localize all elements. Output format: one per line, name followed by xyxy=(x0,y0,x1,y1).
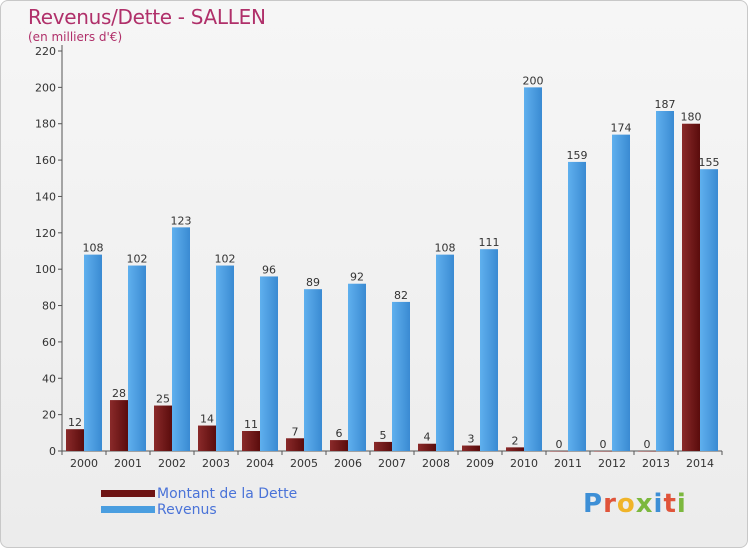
x-tick-label: 2005 xyxy=(290,457,318,470)
y-tick-label: 200 xyxy=(35,81,56,94)
x-tick-label: 2007 xyxy=(378,457,406,470)
data-label-dette: 180 xyxy=(681,111,702,124)
bar-revenus xyxy=(304,289,322,451)
data-label-dette: 14 xyxy=(200,413,214,426)
data-label-revenus: 108 xyxy=(83,242,104,255)
y-tick-label: 0 xyxy=(49,445,56,458)
data-label-revenus: 82 xyxy=(394,289,408,302)
chart-subtitle: (en milliers d'€) xyxy=(28,30,123,44)
x-tick-label: 2013 xyxy=(642,457,670,470)
data-label-revenus: 123 xyxy=(171,214,192,227)
chart-title: Revenus/Dette - SALLEN xyxy=(28,5,266,29)
data-label-dette: 0 xyxy=(644,438,651,451)
data-label-revenus: 96 xyxy=(262,263,276,276)
x-tick-label: 2014 xyxy=(686,457,714,470)
legend-label-revenus: Revenus xyxy=(157,502,217,518)
bar-revenus xyxy=(84,254,102,451)
data-label-dette: 6 xyxy=(336,427,343,440)
x-tick-label: 2009 xyxy=(466,457,494,470)
data-label-revenus: 92 xyxy=(350,271,364,284)
bar-dette xyxy=(418,443,436,451)
y-tick-label: 20 xyxy=(42,409,56,422)
bar-dette xyxy=(506,447,524,451)
data-label-revenus: 174 xyxy=(611,122,632,135)
bar-dette xyxy=(286,438,304,451)
data-label-revenus: 102 xyxy=(215,253,236,266)
y-tick-label: 180 xyxy=(35,118,56,131)
bar-revenus xyxy=(524,87,542,451)
data-label-dette: 28 xyxy=(112,387,126,400)
y-tick-label: 100 xyxy=(35,263,56,276)
data-label-dette: 12 xyxy=(68,416,82,429)
data-label-dette: 11 xyxy=(244,418,258,431)
bar-revenus xyxy=(700,169,718,451)
x-tick-label: 2012 xyxy=(598,457,626,470)
data-label-dette: 7 xyxy=(292,425,299,438)
bar-dette xyxy=(682,123,700,452)
bar-revenus xyxy=(436,254,454,451)
legend-swatch-dette xyxy=(101,490,155,497)
bar-dette xyxy=(550,451,568,452)
y-tick-label: 60 xyxy=(42,336,56,349)
data-label-revenus: 102 xyxy=(127,253,148,266)
x-tick-label: 2010 xyxy=(510,457,538,470)
proxiti-logo: Proxiti xyxy=(583,489,687,519)
y-tick-label: 80 xyxy=(42,300,56,313)
x-tick-label: 2004 xyxy=(246,457,274,470)
y-tick-label: 220 xyxy=(35,45,56,58)
x-tick-label: 2000 xyxy=(70,457,98,470)
data-label-revenus: 108 xyxy=(435,242,456,255)
bar-dette xyxy=(638,451,656,452)
bar-dette xyxy=(462,445,480,451)
bar-revenus xyxy=(216,265,234,451)
bar-dette xyxy=(374,441,392,451)
x-tick-label: 2002 xyxy=(158,457,186,470)
data-label-dette: 3 xyxy=(468,433,475,446)
data-label-revenus: 155 xyxy=(699,156,720,169)
y-tick-label: 120 xyxy=(35,227,56,240)
bar-dette xyxy=(154,405,172,451)
x-tick-label: 2006 xyxy=(334,457,362,470)
y-tick-label: 160 xyxy=(35,154,56,167)
bar-dette xyxy=(330,440,348,451)
x-tick-label: 2008 xyxy=(422,457,450,470)
bar-revenus xyxy=(348,283,366,451)
data-label-revenus: 111 xyxy=(479,236,500,249)
x-tick-label: 2011 xyxy=(554,457,582,470)
bar-revenus xyxy=(656,111,674,451)
data-label-dette: 2 xyxy=(512,434,519,447)
bar-revenus xyxy=(172,227,190,451)
bar-revenus xyxy=(260,276,278,451)
bar-revenus xyxy=(392,301,410,451)
legend-label-dette: Montant de la Dette xyxy=(157,486,298,502)
bar-revenus xyxy=(568,161,586,451)
y-tick-label: 140 xyxy=(35,190,56,203)
data-label-dette: 0 xyxy=(556,438,563,451)
bar-dette xyxy=(66,429,84,451)
y-tick-label: 40 xyxy=(42,372,56,385)
bar-revenus xyxy=(128,265,146,451)
data-label-revenus: 200 xyxy=(523,74,544,87)
bar-dette xyxy=(198,425,216,451)
bar-dette xyxy=(110,400,128,451)
x-tick-label: 2001 xyxy=(114,457,142,470)
bar-dette xyxy=(242,431,260,451)
x-tick-label: 2003 xyxy=(202,457,230,470)
bar-dette xyxy=(594,451,612,452)
data-label-revenus: 89 xyxy=(306,276,320,289)
data-label-revenus: 159 xyxy=(567,149,588,162)
bar-revenus xyxy=(612,134,630,452)
data-label-dette: 5 xyxy=(380,429,387,442)
bar-revenus xyxy=(480,249,498,451)
data-label-revenus: 187 xyxy=(655,98,676,111)
data-label-dette: 25 xyxy=(156,393,170,406)
legend-swatch-revenus xyxy=(101,506,155,513)
data-label-dette: 4 xyxy=(424,431,431,444)
data-label-dette: 0 xyxy=(600,438,607,451)
